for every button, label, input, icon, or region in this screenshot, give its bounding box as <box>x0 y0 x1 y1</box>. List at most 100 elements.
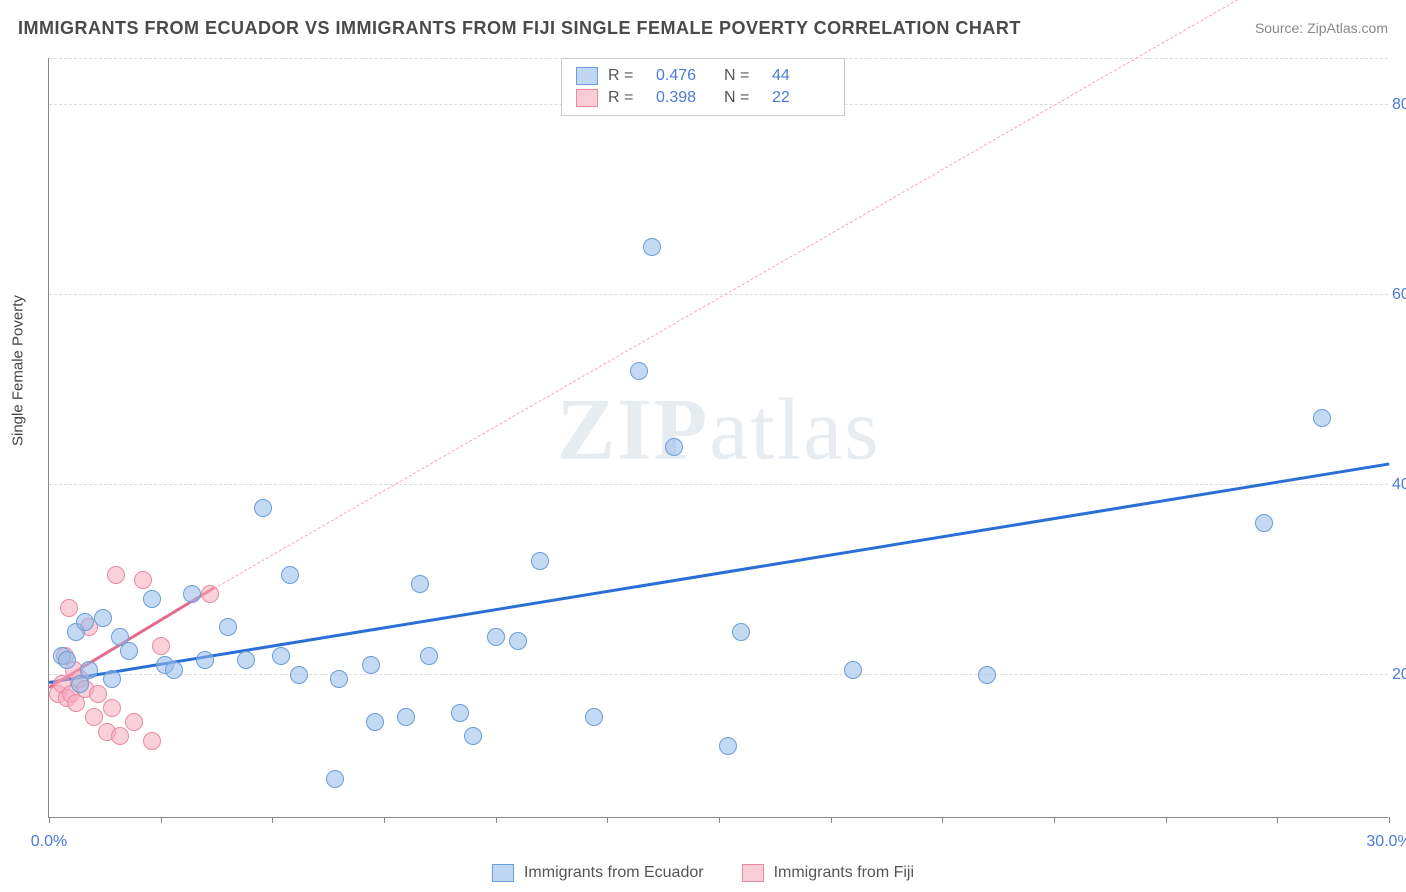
data-point-ecuador <box>219 618 237 636</box>
swatch-fiji <box>576 89 598 107</box>
swatch-fiji <box>742 864 764 882</box>
legend-item-fiji: Immigrants from Fiji <box>742 864 914 882</box>
x-tick <box>1054 817 1055 823</box>
data-point-fiji <box>134 571 152 589</box>
r-label: R = <box>608 89 646 107</box>
data-point-ecuador <box>732 623 750 641</box>
data-point-ecuador <box>464 727 482 745</box>
x-tick <box>831 817 832 823</box>
y-tick-label: 60.0% <box>1392 286 1406 304</box>
data-point-ecuador <box>978 666 996 684</box>
legend-row-ecuador: R = 0.476 N = 44 <box>576 65 830 87</box>
data-point-fiji <box>89 685 107 703</box>
n-value-ecuador: 44 <box>772 67 830 85</box>
data-point-fiji <box>143 732 161 750</box>
y-tick-label: 20.0% <box>1392 666 1406 684</box>
data-point-ecuador <box>290 666 308 684</box>
y-tick-label: 40.0% <box>1392 476 1406 494</box>
r-value-ecuador: 0.476 <box>656 67 714 85</box>
data-point-fiji <box>107 566 125 584</box>
data-point-fiji <box>85 708 103 726</box>
watermark: ZIPatlas <box>557 379 881 480</box>
trend-line <box>49 463 1389 684</box>
x-tick <box>496 817 497 823</box>
x-tick <box>1166 817 1167 823</box>
data-point-ecuador <box>143 590 161 608</box>
gridline-h <box>49 674 1388 675</box>
legend-row-fiji: R = 0.398 N = 22 <box>576 87 830 109</box>
x-tick <box>384 817 385 823</box>
legend-label-ecuador: Immigrants from Ecuador <box>524 864 704 882</box>
data-point-ecuador <box>254 499 272 517</box>
correlation-legend: R = 0.476 N = 44 R = 0.398 N = 22 <box>561 58 845 116</box>
n-label: N = <box>724 89 762 107</box>
y-tick-label: 80.0% <box>1392 96 1406 114</box>
data-point-ecuador <box>451 704 469 722</box>
data-point-ecuador <box>196 651 214 669</box>
r-value-fiji: 0.398 <box>656 89 714 107</box>
data-point-ecuador <box>665 438 683 456</box>
data-point-fiji <box>125 713 143 731</box>
r-label: R = <box>608 67 646 85</box>
data-point-ecuador <box>237 651 255 669</box>
n-value-fiji: 22 <box>772 89 830 107</box>
gridline-h <box>49 294 1388 295</box>
plot-area: ZIPatlas 20.0%40.0%60.0%80.0%0.0%30.0% <box>48 58 1388 818</box>
y-axis-label: Single Female Poverty <box>10 295 27 446</box>
data-point-ecuador <box>397 708 415 726</box>
correlation-chart: IMMIGRANTS FROM ECUADOR VS IMMIGRANTS FR… <box>0 0 1406 892</box>
data-point-ecuador <box>585 708 603 726</box>
data-point-fiji <box>201 585 219 603</box>
data-point-fiji <box>103 699 121 717</box>
data-point-ecuador <box>272 647 290 665</box>
data-point-ecuador <box>420 647 438 665</box>
data-point-ecuador <box>844 661 862 679</box>
source-value: ZipAtlas.com <box>1307 20 1388 36</box>
source-attribution: Source: ZipAtlas.com <box>1255 20 1388 36</box>
data-point-ecuador <box>58 651 76 669</box>
data-point-ecuador <box>76 613 94 631</box>
swatch-ecuador <box>492 864 514 882</box>
data-point-ecuador <box>183 585 201 603</box>
data-point-ecuador <box>719 737 737 755</box>
chart-title: IMMIGRANTS FROM ECUADOR VS IMMIGRANTS FR… <box>18 18 1021 39</box>
x-tick <box>1389 817 1390 823</box>
x-tick-label: 30.0% <box>1366 833 1406 851</box>
data-point-ecuador <box>165 661 183 679</box>
x-tick <box>272 817 273 823</box>
data-point-ecuador <box>281 566 299 584</box>
source-label: Source: <box>1255 20 1303 36</box>
legend-item-ecuador: Immigrants from Ecuador <box>492 864 704 882</box>
data-point-ecuador <box>630 362 648 380</box>
gridline-h <box>49 484 1388 485</box>
x-tick <box>607 817 608 823</box>
data-point-ecuador <box>411 575 429 593</box>
data-point-ecuador <box>80 661 98 679</box>
n-label: N = <box>724 67 762 85</box>
swatch-ecuador <box>576 67 598 85</box>
x-tick <box>719 817 720 823</box>
data-point-ecuador <box>362 656 380 674</box>
data-point-ecuador <box>531 552 549 570</box>
data-point-ecuador <box>366 713 384 731</box>
x-tick <box>942 817 943 823</box>
data-point-ecuador <box>103 670 121 688</box>
x-tick-label: 0.0% <box>31 833 67 851</box>
series-legend: Immigrants from Ecuador Immigrants from … <box>492 864 914 882</box>
data-point-ecuador <box>487 628 505 646</box>
data-point-ecuador <box>326 770 344 788</box>
legend-label-fiji: Immigrants from Fiji <box>774 864 914 882</box>
data-point-ecuador <box>94 609 112 627</box>
x-tick <box>1277 817 1278 823</box>
data-point-fiji <box>111 727 129 745</box>
data-point-fiji <box>60 599 78 617</box>
data-point-ecuador <box>1313 409 1331 427</box>
data-point-ecuador <box>330 670 348 688</box>
x-tick <box>49 817 50 823</box>
data-point-ecuador <box>509 632 527 650</box>
data-point-fiji <box>152 637 170 655</box>
data-point-ecuador <box>643 238 661 256</box>
data-point-ecuador <box>120 642 138 660</box>
x-tick <box>161 817 162 823</box>
data-point-ecuador <box>1255 514 1273 532</box>
